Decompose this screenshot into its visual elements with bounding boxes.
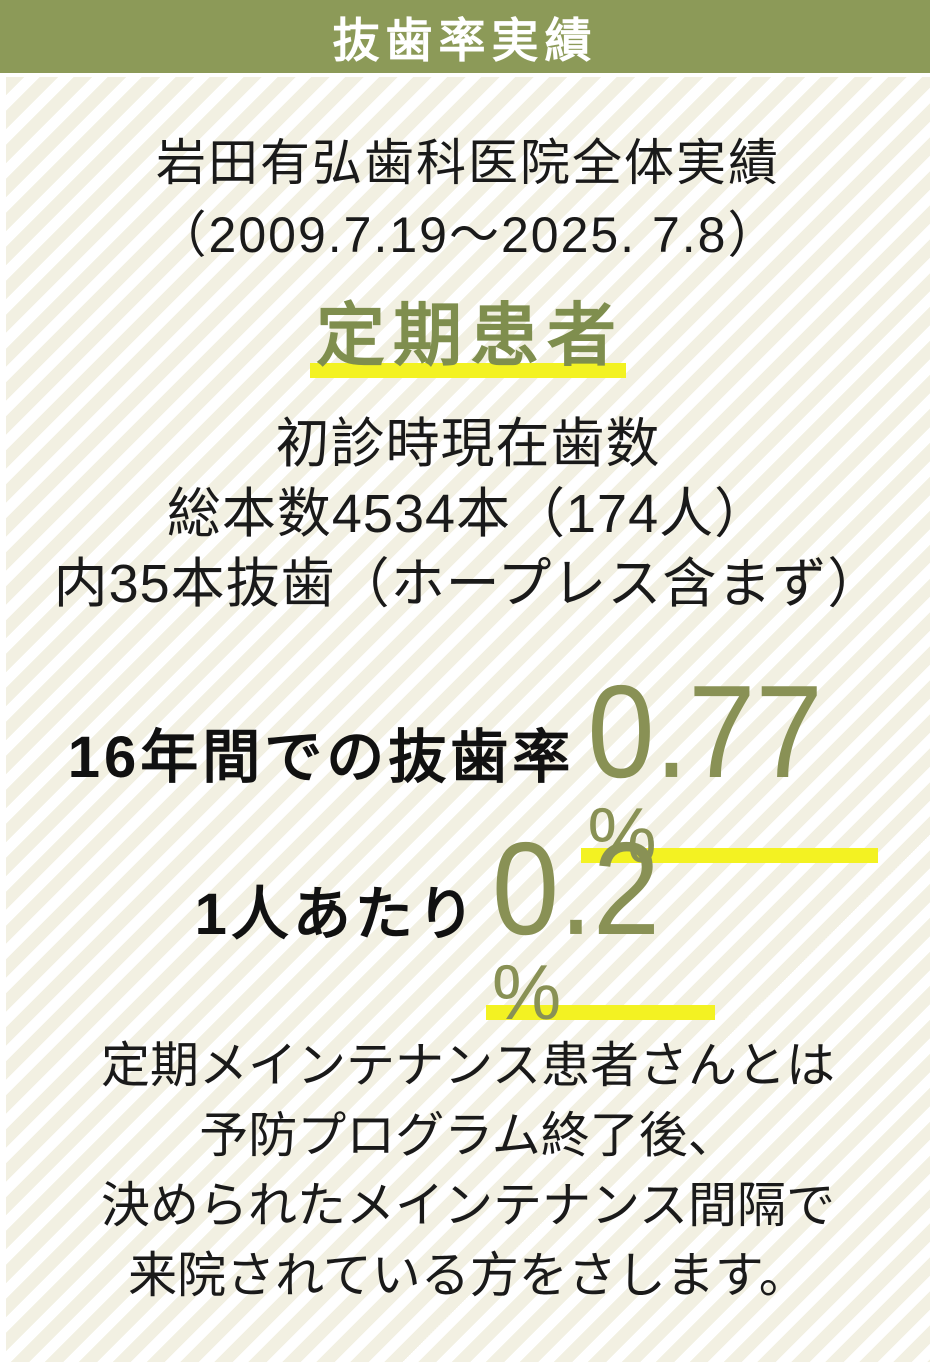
detail-line: 内35本抜歯（ホープレス含まず） [53,554,883,614]
stat-number: 0.2 [491,814,661,963]
note-line: 予防プログラム終了後、 [199,1109,737,1163]
striped-background: 岩田有弘歯科医院全体実績 （2009.7.19～2025. 7.8） 定期患者 … [6,77,930,1362]
stat-label: 1人あたり [194,882,479,947]
percent-sign: % [491,948,562,1036]
header-bar: 抜歯率実績 [0,0,930,73]
maintenance-note: 定期メインテナンス患者さんとは 予防プログラム終了後、 決められたメインテナンス… [6,1031,930,1311]
per-person-stat: 1人あたり 0.2% [6,822,930,1031]
page-title: 抜歯率実績 [332,14,598,67]
note-line: 来院されている方をさします。 [128,1249,808,1303]
detail-line: 総本数4534本（174人） [166,484,770,544]
category-heading: 定期患者 [6,295,930,378]
clinic-summary: 岩田有弘歯科医院全体実績 （2009.7.19～2025. 7.8） [6,127,930,271]
date-range-line: （2009.7.19～2025. 7.8） [156,207,780,263]
tooth-count-details: 初診時現在歯数 総本数4534本（174人） 内35本抜歯（ホープレス含まず） [6,409,930,619]
note-line: 定期メインテナンス患者さんとは [100,1039,836,1093]
detail-line: 初診時現在歯数 [275,414,661,474]
stat-value: 0.77% [581,665,879,874]
note-line: 決められたメインテナンス間隔で [100,1179,836,1233]
stat-number: 0.77 [587,657,823,806]
stat-value: 0.2% [485,822,716,1031]
category-label: 定期患者 [310,295,626,378]
stat-label: 16年間での抜歯率 [67,725,575,790]
clinic-name-line: 岩田有弘歯科医院全体実績 [156,135,780,191]
